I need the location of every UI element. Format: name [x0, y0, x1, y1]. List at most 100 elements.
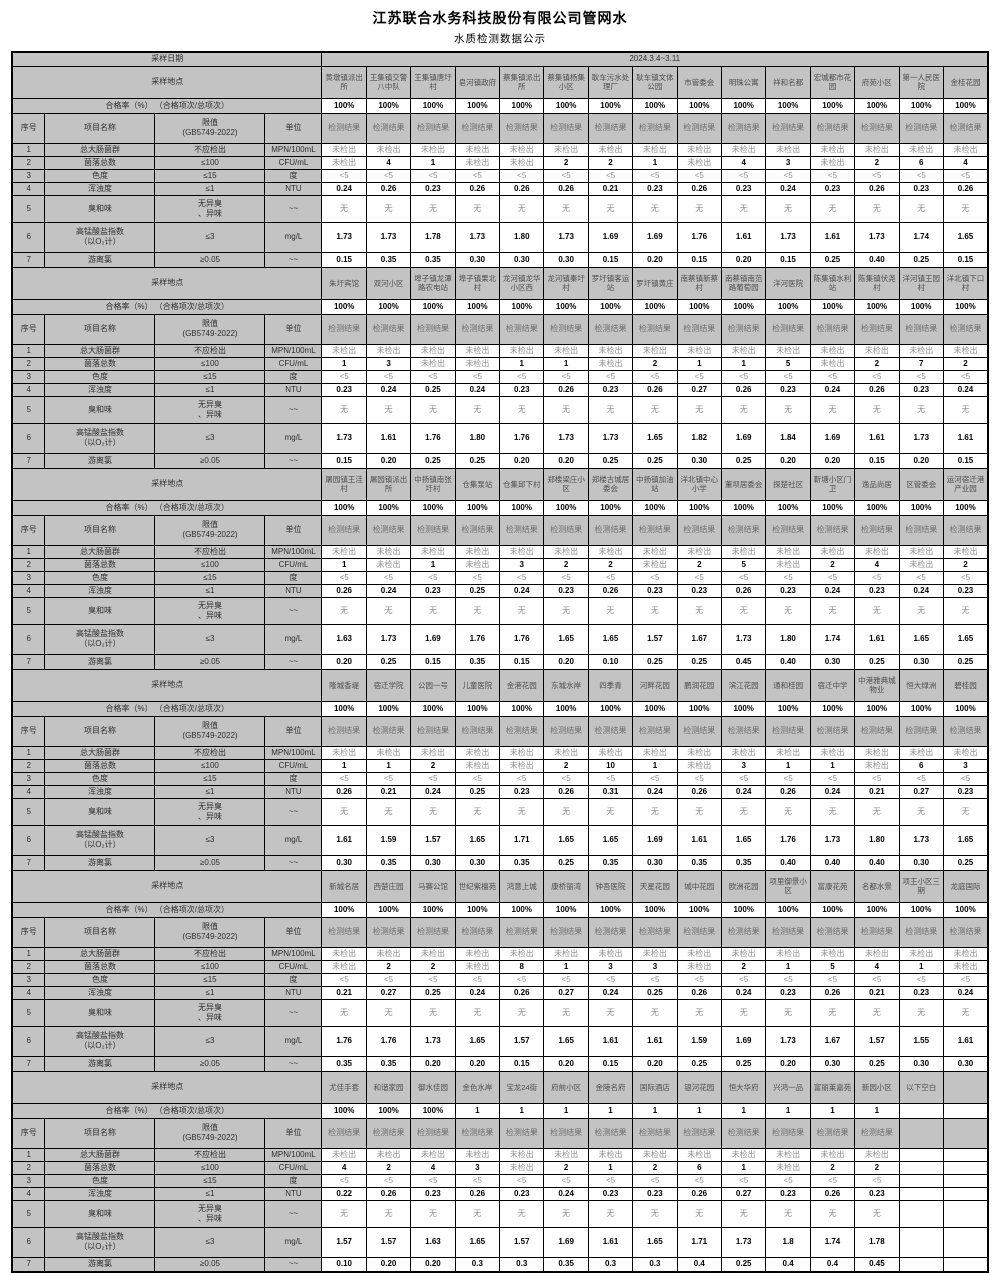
section-1-passrate-row: 合格率（%） （合格项次/总项次） 100% 100% 100% 100% 100% 100… — [11, 97, 989, 114]
result-cell: 未检出 — [543, 544, 589, 559]
param-limit: ≤3 — [154, 221, 266, 253]
result-cell: 1.76 — [676, 221, 723, 253]
location-cell: 洋河医院 — [765, 266, 811, 300]
param-unit: mg/L — [264, 824, 323, 856]
param-name: 色度 — [44, 972, 156, 987]
result-cell: <5 — [632, 168, 678, 183]
result-cell: 0.24 — [720, 784, 767, 799]
pass-rate-cell: 100% — [898, 499, 944, 516]
result-header: 检测结果 — [632, 514, 678, 546]
section-3-param-row-2: 2 菌落总数 ≤100 CFU/mL 1 未检出 1 未检出 3 2 2 未检出 2 5 未检出 2 4 未检出 2 — [11, 557, 989, 572]
result-cell: 0.30 — [454, 251, 501, 268]
result-cell: 未检出 — [676, 343, 723, 358]
param-unit: ~~ — [264, 1199, 323, 1228]
section-3-header-row: 序号 项目名称 限值 (GB5749-2022) 单位 检测结果 检测结果 检测结果 检测结果… — [11, 514, 989, 546]
location-cell: 陈集镇伏尧村 — [854, 266, 900, 300]
result-cell: 无 — [499, 797, 545, 826]
location-cell: 明珠公寓 — [720, 65, 767, 99]
result-cell: 未检出 — [765, 142, 811, 157]
result-header: 检测结果 — [898, 313, 944, 345]
result-cell: 0.30 — [898, 653, 944, 670]
param-unit: MPN/100mL — [264, 745, 323, 760]
result-cell: 0.35 — [543, 1256, 589, 1273]
param-limit: ≥0.05 — [154, 653, 266, 670]
param-unit: NTU — [264, 382, 323, 397]
location-cell: 皂河镇政府 — [454, 65, 501, 99]
result-cell — [942, 1173, 989, 1188]
result-cell: 0.30 — [898, 854, 944, 871]
result-header: 检测结果 — [499, 313, 545, 345]
param-name: 臭和味 — [44, 194, 156, 223]
result-header: 检测结果 — [632, 1117, 678, 1149]
unit-header: 单位 — [264, 916, 323, 948]
result-header: 检测结果 — [410, 1117, 456, 1149]
result-cell: 0.25 — [942, 854, 989, 871]
pass-rate-cell: 100% — [410, 700, 456, 717]
result-cell: 1.57 — [632, 623, 678, 655]
result-cell: 无 — [365, 596, 412, 625]
result-cell: <5 — [499, 570, 545, 585]
param-limit: ≥0.05 — [154, 452, 266, 469]
pass-rate-label: 合格率（%） （合格项次/总项次） — [11, 1102, 323, 1119]
result-cell: 未检出 — [321, 745, 367, 760]
result-cell: <5 — [499, 972, 545, 987]
result-cell: 无 — [942, 194, 989, 223]
result-cell: 1.73 — [720, 623, 767, 655]
result-cell: 1.65 — [543, 1025, 589, 1057]
location-cell: 名都水景 — [854, 869, 900, 903]
item-name-header: 项目名称 — [44, 313, 156, 345]
result-cell: 4 — [942, 155, 989, 170]
result-cell: 无 — [632, 194, 678, 223]
result-cell: 0.20 — [499, 452, 545, 469]
result-cell: 1.63 — [410, 1226, 456, 1258]
result-cell: 未检出 — [676, 946, 723, 961]
result-cell: 未检出 — [942, 343, 989, 358]
result-cell: 0.26 — [365, 181, 412, 196]
result-cell: 1.65 — [942, 221, 989, 253]
result-cell: 未检出 — [942, 959, 989, 974]
result-cell: 0.24 — [543, 1186, 589, 1201]
pass-rate-cell: 100% — [499, 901, 545, 918]
result-cell: 0.30 — [942, 1055, 989, 1072]
result-cell: 0.26 — [676, 985, 723, 1000]
result-cell: 0.15 — [765, 251, 811, 268]
result-cell — [942, 1160, 989, 1175]
result-cell: 未检出 — [676, 155, 723, 170]
result-cell: 未检出 — [854, 745, 900, 760]
result-cell: 无 — [543, 596, 589, 625]
result-cell: 无 — [854, 194, 900, 223]
result-cell: 0.35 — [587, 854, 634, 871]
result-cell: 4 — [854, 959, 900, 974]
result-cell: <5 — [676, 369, 723, 384]
result-cell: <5 — [543, 972, 589, 987]
result-cell: <5 — [765, 570, 811, 585]
param-seq: 7 — [11, 1055, 46, 1072]
result-cell: 未检出 — [454, 758, 501, 773]
result-cell: 1.61 — [720, 221, 767, 253]
location-cell: 恒大华府 — [720, 1070, 767, 1104]
result-cell: 0.23 — [410, 583, 456, 598]
result-cell: 未检出 — [632, 557, 678, 572]
result-header: 检测结果 — [632, 112, 678, 144]
result-cell: 0.35 — [410, 251, 456, 268]
result-cell: 未检出 — [499, 544, 545, 559]
result-header: 检测结果 — [543, 1117, 589, 1149]
section-5-param-row-1: 1 总大肠菌群 不应检出 MPN/100mL 未检出 未检出 未检出 未检出 未检出 未检出 未检出… — [11, 946, 989, 961]
result-cell: 未检出 — [321, 142, 367, 157]
result-cell: 0.23 — [410, 1186, 456, 1201]
pass-rate-cell: 100% — [410, 1102, 456, 1119]
result-cell: <5 — [321, 771, 367, 786]
section-4-header-row: 序号 项目名称 限值 (GB5749-2022) 单位 检测结果 检测结果 检测结果 检测结果… — [11, 715, 989, 747]
result-cell: 3 — [499, 557, 545, 572]
result-cell: 未检出 — [321, 946, 367, 961]
result-header: 检测结果 — [365, 916, 412, 948]
result-header: 检测结果 — [720, 514, 767, 546]
result-cell: 1.65 — [587, 824, 634, 856]
result-cell: 0.20 — [765, 1055, 811, 1072]
result-cell — [898, 1226, 944, 1258]
param-limit: 不应检出 — [154, 946, 266, 961]
pass-rate-cell: 1 — [809, 1102, 856, 1119]
result-cell: 无 — [499, 1199, 545, 1228]
section-1-param-row-3: 3 色度 ≤15 度 <5 <5 <5 <5 <5 <5 <5 <5 <5 <5 <5 <5 <5 <5 <5 — [11, 168, 989, 183]
param-unit: 度 — [264, 168, 323, 183]
